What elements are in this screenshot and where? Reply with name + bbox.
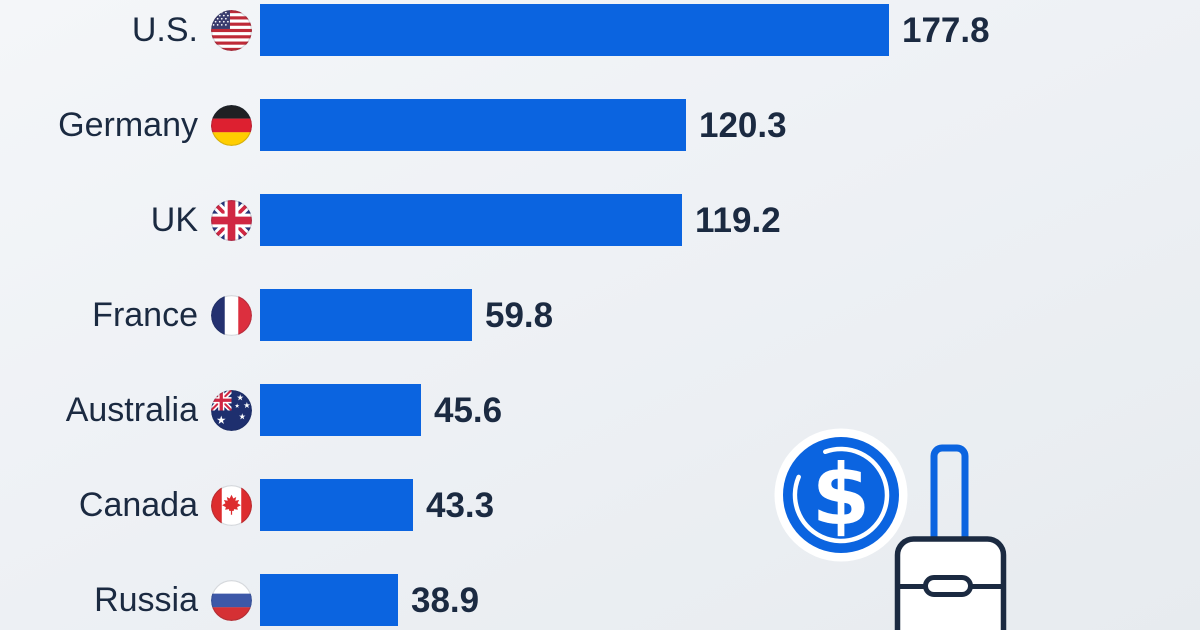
value-label: 120.3 (699, 105, 787, 145)
value-bar (260, 4, 889, 56)
country-label: Canada (78, 486, 198, 524)
us-flag-icon (211, 9, 252, 51)
suitcase-handle (930, 444, 969, 548)
country-label: Australia (65, 391, 198, 429)
chart-row: France 59.8 (0, 268, 553, 363)
value-label: 119.2 (695, 200, 781, 240)
country-label: France (92, 296, 198, 334)
chart-row: U.S. 177.8 (0, 0, 990, 78)
value-bar (260, 479, 413, 531)
ca-flag-icon (211, 484, 252, 526)
country-label: U.S. (131, 11, 198, 49)
value-label: 59.8 (485, 295, 554, 335)
value-label: 45.6 (434, 390, 503, 430)
fr-flag-icon (211, 294, 252, 336)
value-bar (260, 194, 682, 246)
chart-row: UK 119.2 (0, 173, 781, 268)
value-bar (260, 574, 398, 626)
value-bar (260, 99, 686, 151)
country-label: Germany (58, 106, 198, 144)
dollar-coin-icon: $ (774, 428, 908, 562)
value-label: 38.9 (411, 580, 480, 620)
value-bar (260, 384, 421, 436)
chart-row: Germany 120.3 (0, 78, 787, 173)
au-flag-icon (211, 389, 252, 431)
money-luggage-illustration: $ (774, 428, 1007, 630)
chart-row: Russia 38.9 (0, 553, 479, 630)
value-label: 177.8 (902, 10, 990, 50)
suitcase-zipper-pull (923, 575, 973, 597)
gb-flag-icon (211, 199, 252, 241)
de-flag-icon (211, 104, 252, 146)
chart-row: Australia 45.6 (0, 363, 502, 458)
coin-dollar-sign: $ (812, 446, 870, 544)
coin-inner-ring (792, 446, 890, 544)
country-label: UK (150, 201, 198, 239)
value-label: 43.3 (426, 485, 495, 525)
suitcase-icon (894, 444, 1007, 630)
country-label: Russia (94, 581, 198, 619)
chart-row: Canada 43.3 (0, 458, 494, 553)
ru-flag-icon (211, 579, 252, 621)
coin-face (783, 437, 899, 553)
value-bar (260, 289, 472, 341)
